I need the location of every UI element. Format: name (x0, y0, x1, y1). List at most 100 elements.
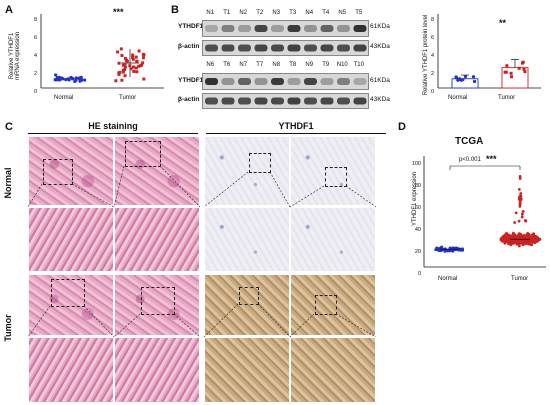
ytick: 6 (430, 35, 434, 41)
data-point (461, 247, 464, 251)
data-point (116, 50, 120, 54)
panel-d-xcat-normal: Normal (438, 276, 458, 282)
band (320, 44, 334, 52)
panel-d-stars: *** (486, 154, 497, 164)
ihc-normal-overview-1 (204, 136, 290, 206)
header-ihc: YTHDF1 (278, 121, 314, 131)
band (353, 44, 367, 52)
ihc-normal-zoom-2 (290, 207, 376, 272)
data-point (509, 71, 513, 75)
band (254, 44, 268, 52)
lane-label: N1 (206, 10, 215, 16)
data-point (141, 56, 145, 60)
ytick: 6 (33, 35, 37, 41)
ytick: 2 (33, 71, 37, 77)
data-point (519, 192, 523, 195)
band (337, 25, 350, 32)
data-point (508, 239, 512, 243)
data-point (511, 232, 515, 236)
panel-a-stars: *** (113, 7, 124, 17)
data-point (121, 63, 125, 67)
wb-target-label-2: YTHDF1 (178, 77, 204, 84)
lane-label: N6 (206, 62, 215, 68)
data-point (517, 235, 520, 238)
data-point (516, 238, 520, 242)
panel-b-xcat-tumor: Tumor (498, 95, 516, 101)
data-point (532, 236, 536, 240)
data-point (142, 77, 146, 81)
lanes-row2: N6 T6 N7 T7 N8 T8 N9 T9 N10 T10 (202, 62, 367, 68)
data-point (134, 66, 138, 70)
data-point (538, 237, 542, 241)
band (287, 78, 301, 85)
zoom-box (51, 279, 85, 307)
band (287, 25, 301, 32)
ihc-tumor-overview-1 (204, 274, 290, 336)
zoom-projection-lines (27, 165, 377, 338)
zoom-box (141, 287, 175, 315)
data-point (521, 210, 525, 213)
band (271, 25, 284, 32)
ihc-tumor-overview-2 (290, 274, 376, 336)
data-point (526, 233, 530, 237)
data-point (448, 249, 452, 253)
data-point (510, 75, 514, 79)
data-point (512, 235, 516, 239)
blot-control-1 (202, 40, 369, 56)
band (287, 44, 301, 52)
panel-a-points (53, 47, 146, 84)
data-point (523, 70, 527, 74)
data-point (506, 238, 510, 241)
panel-d-yticks: 100 80 60 40 20 0 (409, 153, 421, 285)
lane-label: N8 (272, 62, 281, 68)
data-point (520, 212, 524, 216)
lane-label: N5 (338, 10, 347, 16)
data-point (522, 67, 526, 71)
data-point (135, 60, 139, 64)
data-point (518, 204, 522, 208)
ytick: 60 (414, 205, 421, 211)
data-point (78, 77, 82, 81)
zoom-box (43, 159, 73, 185)
lane-label: T2 (256, 10, 264, 16)
wb-target-label-1: YTHDF1 (178, 23, 204, 30)
panel-label-c: C (5, 121, 13, 133)
data-point (503, 241, 507, 245)
data-point (517, 219, 521, 223)
band (304, 25, 317, 32)
data-point (454, 75, 458, 79)
data-point (457, 247, 461, 251)
band (271, 97, 284, 105)
band (254, 78, 268, 85)
ihc-normal-zoom-1 (204, 207, 290, 272)
data-point (518, 174, 522, 178)
band (304, 97, 317, 105)
band (353, 97, 367, 105)
he-normal-zoom-1 (28, 207, 114, 272)
data-point (512, 239, 516, 243)
panel-label-b: B (171, 4, 179, 16)
panel-c: HE staining YTHDF1 Normal Tumor (0, 118, 392, 405)
data-point (54, 73, 58, 77)
band (337, 97, 350, 105)
data-point (521, 60, 525, 64)
data-point (123, 68, 127, 72)
panel-a: Relative YTHDF1 mRNA expression 8 6 4 2 … (0, 0, 168, 118)
wb-control-label-2: β-actin (178, 96, 200, 103)
data-point (507, 235, 511, 239)
data-point (535, 236, 539, 240)
band (353, 78, 367, 85)
he-tumor-overview-2 (114, 274, 200, 336)
panel-label-d: D (398, 121, 406, 133)
data-point (142, 53, 146, 57)
ytick: 4 (33, 53, 37, 59)
data-point (57, 75, 61, 79)
data-point (463, 74, 468, 79)
band (205, 44, 218, 52)
panel-d-plot (423, 156, 546, 268)
band (287, 97, 301, 105)
data-point (519, 236, 523, 240)
panel-d-xcat-tumor: Tumor (511, 276, 529, 282)
data-point (518, 177, 522, 180)
ytick: 100 (411, 161, 421, 167)
